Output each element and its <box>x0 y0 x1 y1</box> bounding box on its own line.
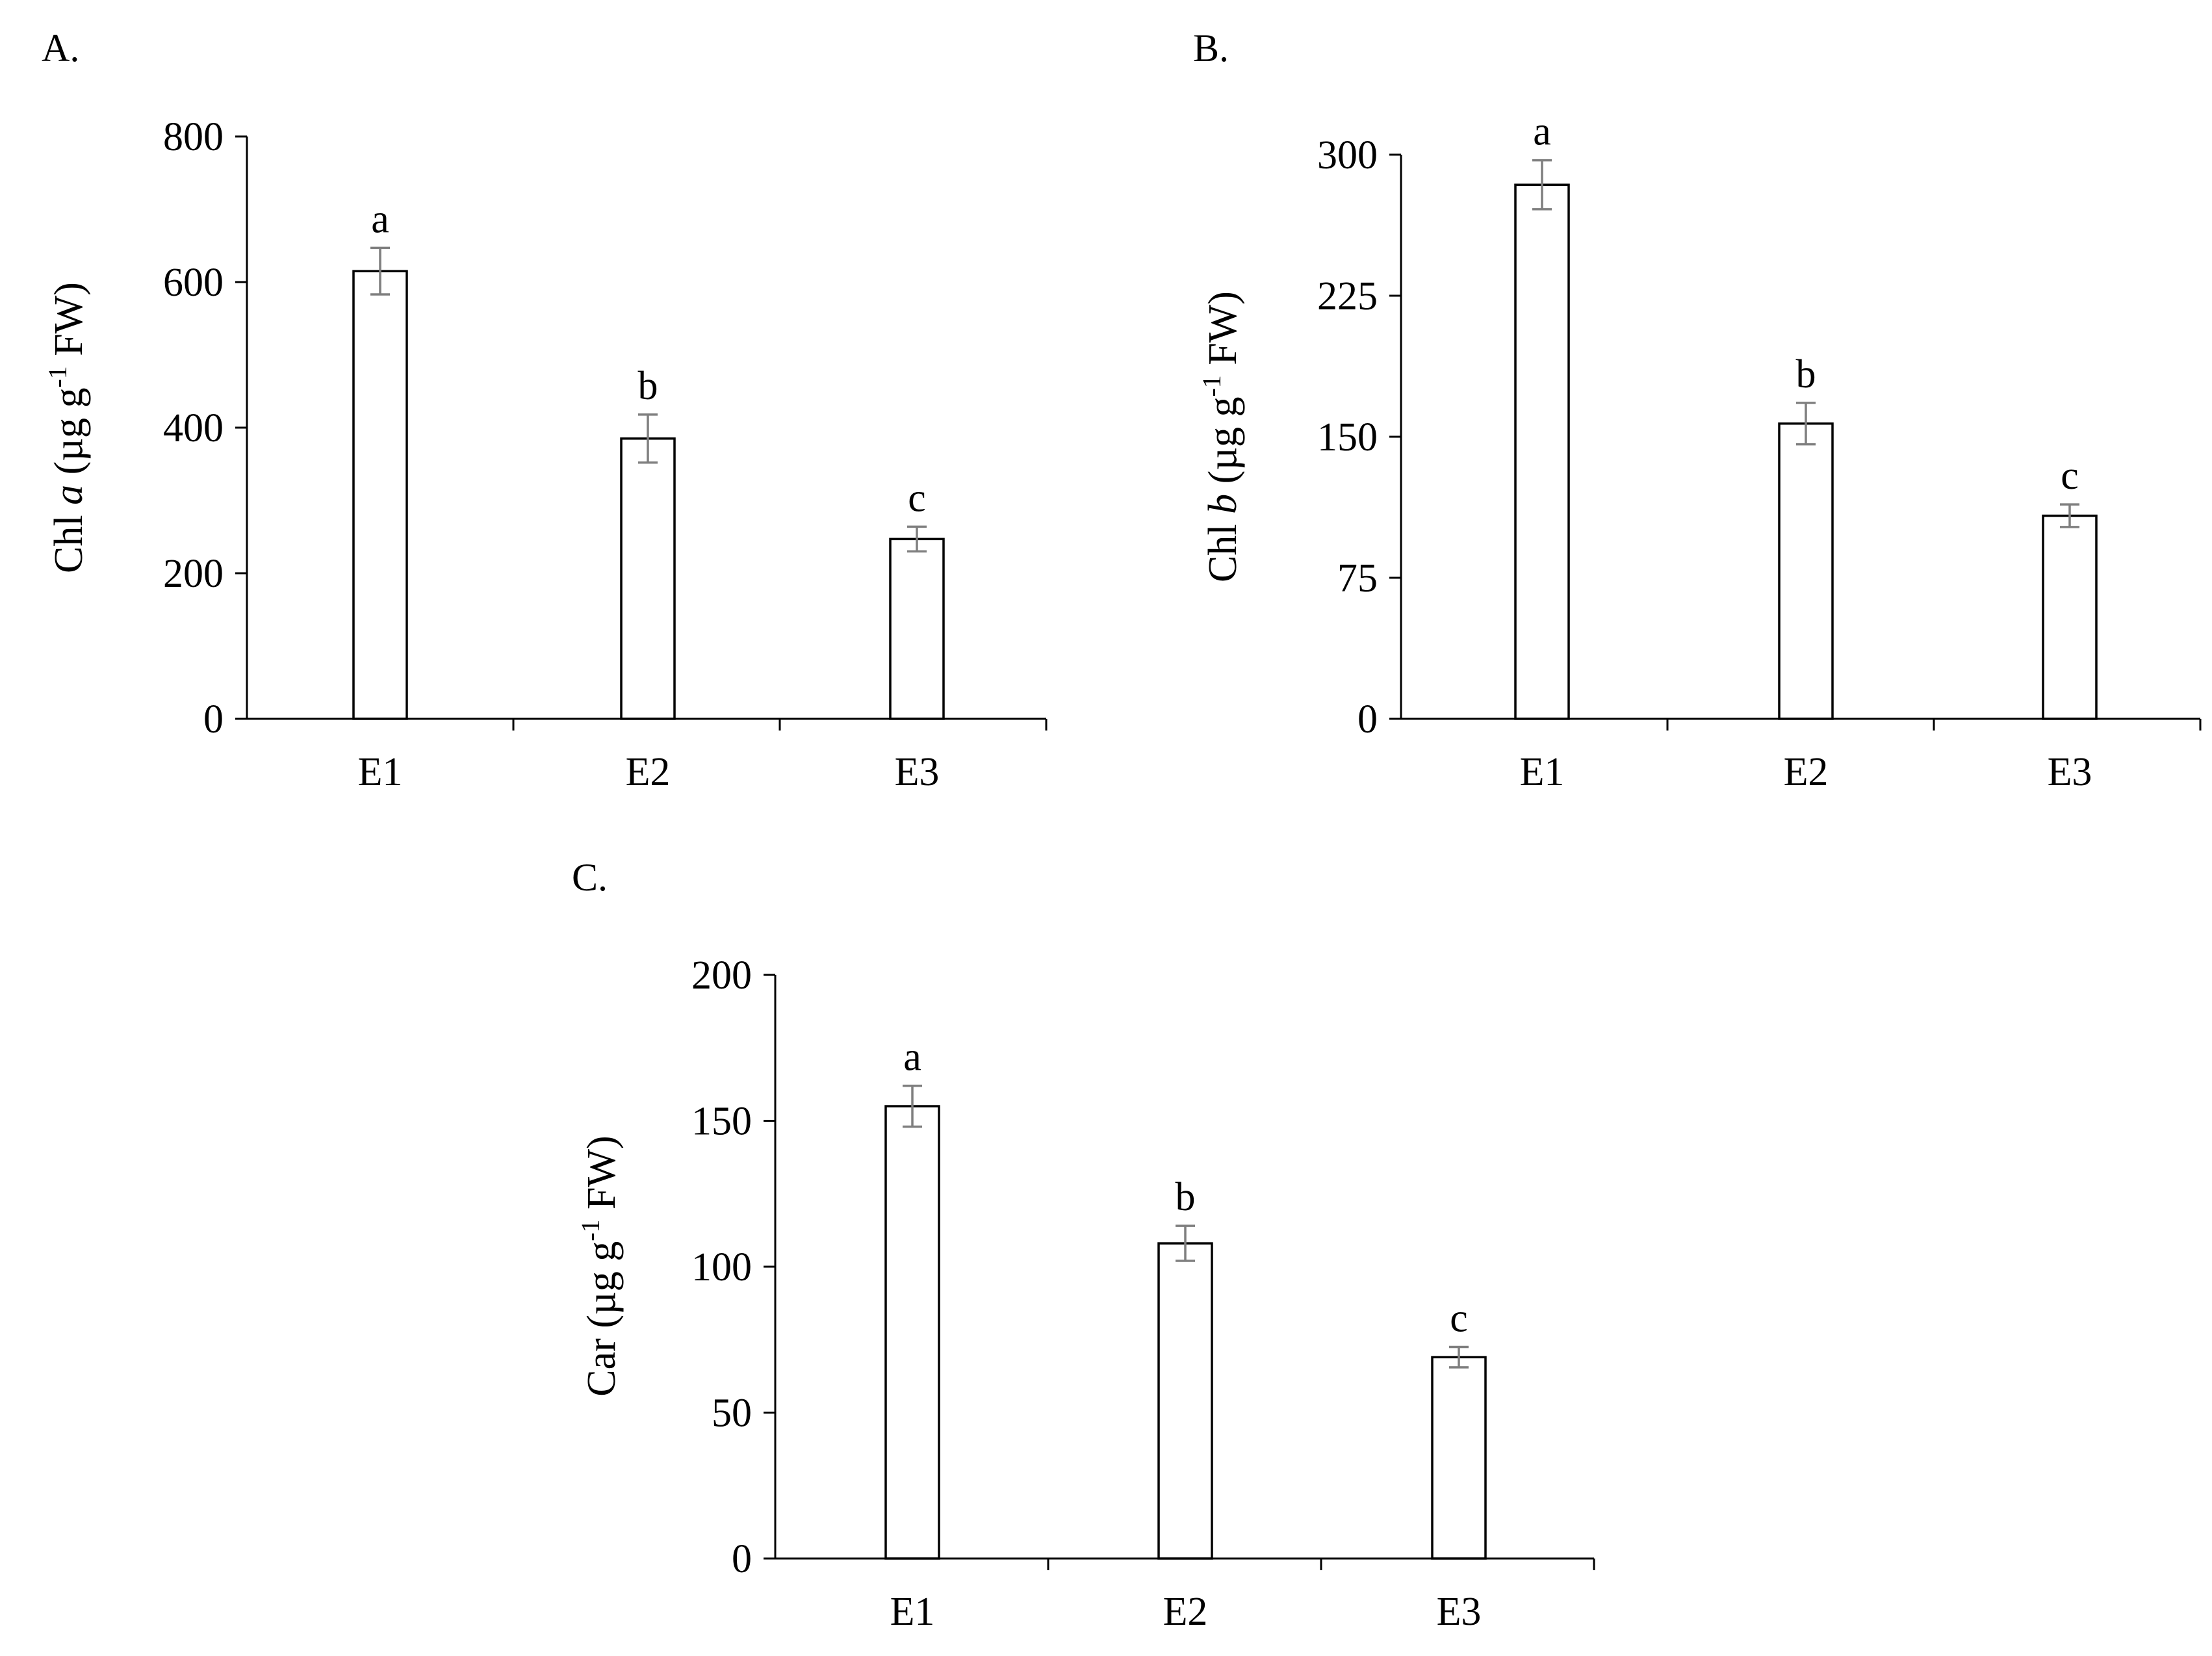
chart-c-y-tick-label: 50 <box>712 1391 752 1436</box>
chart-a-significance-letter: b <box>638 364 658 408</box>
chart-c-bar-e3 <box>1431 1356 1487 1560</box>
panel-c-label: C. <box>572 856 608 899</box>
chart-b-category-label: E1 <box>1520 750 1565 794</box>
chart-c-bar-e2 <box>1157 1242 1213 1560</box>
chart-c-category-label: E3 <box>1437 1590 1482 1634</box>
chart-c-significance-letter: b <box>1176 1175 1196 1219</box>
chart-c-y-axis-label: Car (µg g-1 FW) <box>576 1135 624 1396</box>
chart-a-significance-letter: a <box>371 197 389 241</box>
chart-a-bar-e2 <box>620 437 676 720</box>
chart-b-significance-letter: c <box>2061 454 2079 498</box>
chart-b-y-tick-label: 150 <box>1317 415 1378 459</box>
chart-a-bar-e1 <box>352 270 408 720</box>
chart-b-y-tick-label: 225 <box>1317 274 1378 318</box>
chart-a-y-tick-label: 400 <box>163 406 224 450</box>
chart-b-bar-e3 <box>2042 514 2098 720</box>
chart-c-significance-letter: a <box>903 1035 921 1080</box>
chart-c-y-tick-label: 0 <box>732 1537 752 1581</box>
chart-b-category-label: E3 <box>2048 750 2092 794</box>
panel-a-label: A. <box>42 27 80 70</box>
chart-a-y-axis-label: Chl a (µg g-1 FW) <box>43 282 91 573</box>
chart-c-y-tick-label: 200 <box>691 953 752 998</box>
chart-a-y-tick-label: 800 <box>163 115 224 159</box>
chart-b-y-tick-label: 75 <box>1337 556 1378 601</box>
chart-b-significance-letter: b <box>1796 352 1816 396</box>
panel-b-label: B. <box>1193 27 1229 70</box>
chart-c-y-tick-label: 100 <box>691 1245 752 1289</box>
chart-b-y-tick-label: 0 <box>1357 697 1378 742</box>
chart-c-category-label: E2 <box>1163 1590 1208 1634</box>
chart-b-bar-e1 <box>1514 183 1570 720</box>
chart-b-y-axis-label: Chl b (µg g-1 FW) <box>1197 291 1245 582</box>
chart-a-y-tick-label: 200 <box>163 552 224 596</box>
chart-c-significance-letter: c <box>1450 1296 1468 1340</box>
chart-b-significance-letter: a <box>1533 110 1551 154</box>
chart-a-y-tick-label: 0 <box>203 697 224 742</box>
chart-c-category-label: E1 <box>890 1590 935 1634</box>
chart-a-category-label: E1 <box>358 750 403 794</box>
chart-b-bar-e2 <box>1778 422 1834 720</box>
chart-b-category-label: E2 <box>1784 750 1829 794</box>
chart-c-bar-e1 <box>884 1105 940 1560</box>
chart-a-y-tick-label: 600 <box>163 261 224 305</box>
chart-a-bar-e3 <box>889 537 945 720</box>
chart-a-category-label: E3 <box>895 750 940 794</box>
chart-c-y-tick-label: 150 <box>691 1100 752 1144</box>
chart-a-category-label: E2 <box>626 750 671 794</box>
chart-a-significance-letter: c <box>908 476 926 520</box>
chart-b-y-tick-label: 300 <box>1317 133 1378 177</box>
